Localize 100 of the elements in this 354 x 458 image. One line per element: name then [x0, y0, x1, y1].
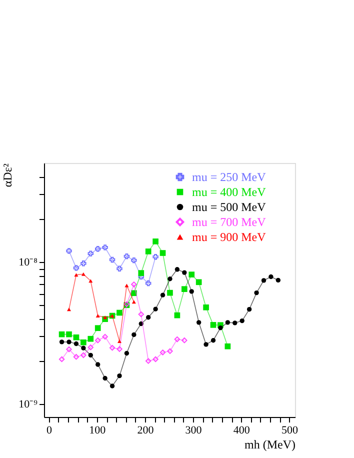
point	[66, 331, 72, 338]
point	[189, 289, 194, 294]
point	[196, 320, 202, 325]
point	[160, 292, 166, 298]
point	[152, 254, 158, 260]
point	[96, 314, 100, 318]
point	[160, 350, 166, 356]
point	[109, 344, 116, 351]
point	[210, 338, 216, 343]
point	[254, 290, 259, 296]
point	[152, 356, 158, 362]
point	[218, 326, 223, 330]
point	[80, 339, 86, 346]
y-tick-label: 10⁻⁸	[18, 256, 38, 269]
point	[132, 300, 136, 304]
x-tick-label: 400	[233, 424, 250, 436]
point	[124, 350, 130, 356]
point	[232, 320, 238, 326]
point	[124, 253, 130, 260]
point	[276, 278, 281, 283]
point	[146, 358, 152, 364]
point	[145, 248, 152, 254]
point	[181, 286, 188, 292]
point	[73, 334, 80, 340]
point	[138, 321, 144, 326]
y-axis-title: αDε²	[0, 163, 15, 188]
point	[81, 346, 86, 350]
point	[67, 308, 72, 312]
point	[103, 316, 108, 320]
point	[88, 279, 93, 283]
point	[66, 346, 72, 352]
point	[110, 384, 115, 388]
point	[246, 306, 252, 312]
point	[73, 354, 80, 360]
point	[224, 343, 231, 350]
point	[73, 265, 80, 271]
point	[167, 290, 173, 296]
point	[88, 344, 94, 350]
point	[74, 273, 78, 277]
point	[102, 244, 108, 250]
point	[168, 276, 172, 282]
point	[138, 311, 144, 318]
point	[74, 341, 79, 346]
point	[182, 270, 187, 275]
point	[117, 340, 122, 343]
legend-label: mu = 250 MeV	[192, 170, 266, 184]
x-tick-label: 100	[89, 424, 106, 436]
point	[131, 257, 137, 264]
point	[261, 278, 266, 283]
point	[210, 322, 216, 328]
point	[88, 250, 94, 256]
point	[167, 348, 173, 354]
point	[102, 376, 108, 381]
point	[95, 246, 101, 252]
point	[95, 338, 101, 344]
point	[94, 325, 101, 331]
point	[204, 342, 208, 347]
point	[66, 340, 72, 344]
point	[138, 270, 144, 276]
line-series	[67, 272, 136, 343]
x-tick-label: 200	[137, 424, 154, 436]
point	[203, 304, 209, 310]
point	[240, 318, 244, 324]
point	[152, 238, 158, 244]
point	[96, 362, 100, 367]
point	[153, 306, 158, 312]
point	[80, 260, 86, 266]
x-axis-title: mh (MeV)	[244, 438, 296, 452]
point	[66, 248, 72, 254]
point	[131, 290, 137, 296]
point	[131, 282, 137, 288]
legend-label: mu = 400 MeV	[192, 185, 266, 199]
legend-label: mu = 500 MeV	[192, 200, 266, 214]
point	[81, 272, 86, 276]
point	[225, 320, 230, 325]
point	[116, 346, 122, 352]
point	[102, 334, 108, 340]
point	[174, 336, 180, 342]
point	[174, 267, 180, 272]
point	[109, 256, 116, 263]
point	[88, 352, 93, 358]
point	[116, 266, 122, 272]
point	[182, 338, 188, 344]
point	[132, 332, 136, 338]
x-tick-label: 0	[46, 424, 53, 436]
point	[160, 250, 166, 256]
point	[188, 272, 195, 278]
legend-label: mu = 700 MeV	[192, 215, 266, 229]
point	[268, 274, 274, 280]
point	[117, 373, 122, 378]
point	[80, 352, 86, 358]
point	[88, 336, 94, 342]
point	[116, 310, 122, 316]
y-tick-label: 10⁻⁹	[18, 398, 38, 411]
point	[58, 356, 65, 362]
point	[146, 280, 152, 286]
x-tick-label: 300	[185, 424, 202, 436]
x-tick-label: 500	[281, 424, 298, 436]
legend-label: mu = 900 MeV	[192, 230, 266, 244]
point	[59, 340, 64, 344]
